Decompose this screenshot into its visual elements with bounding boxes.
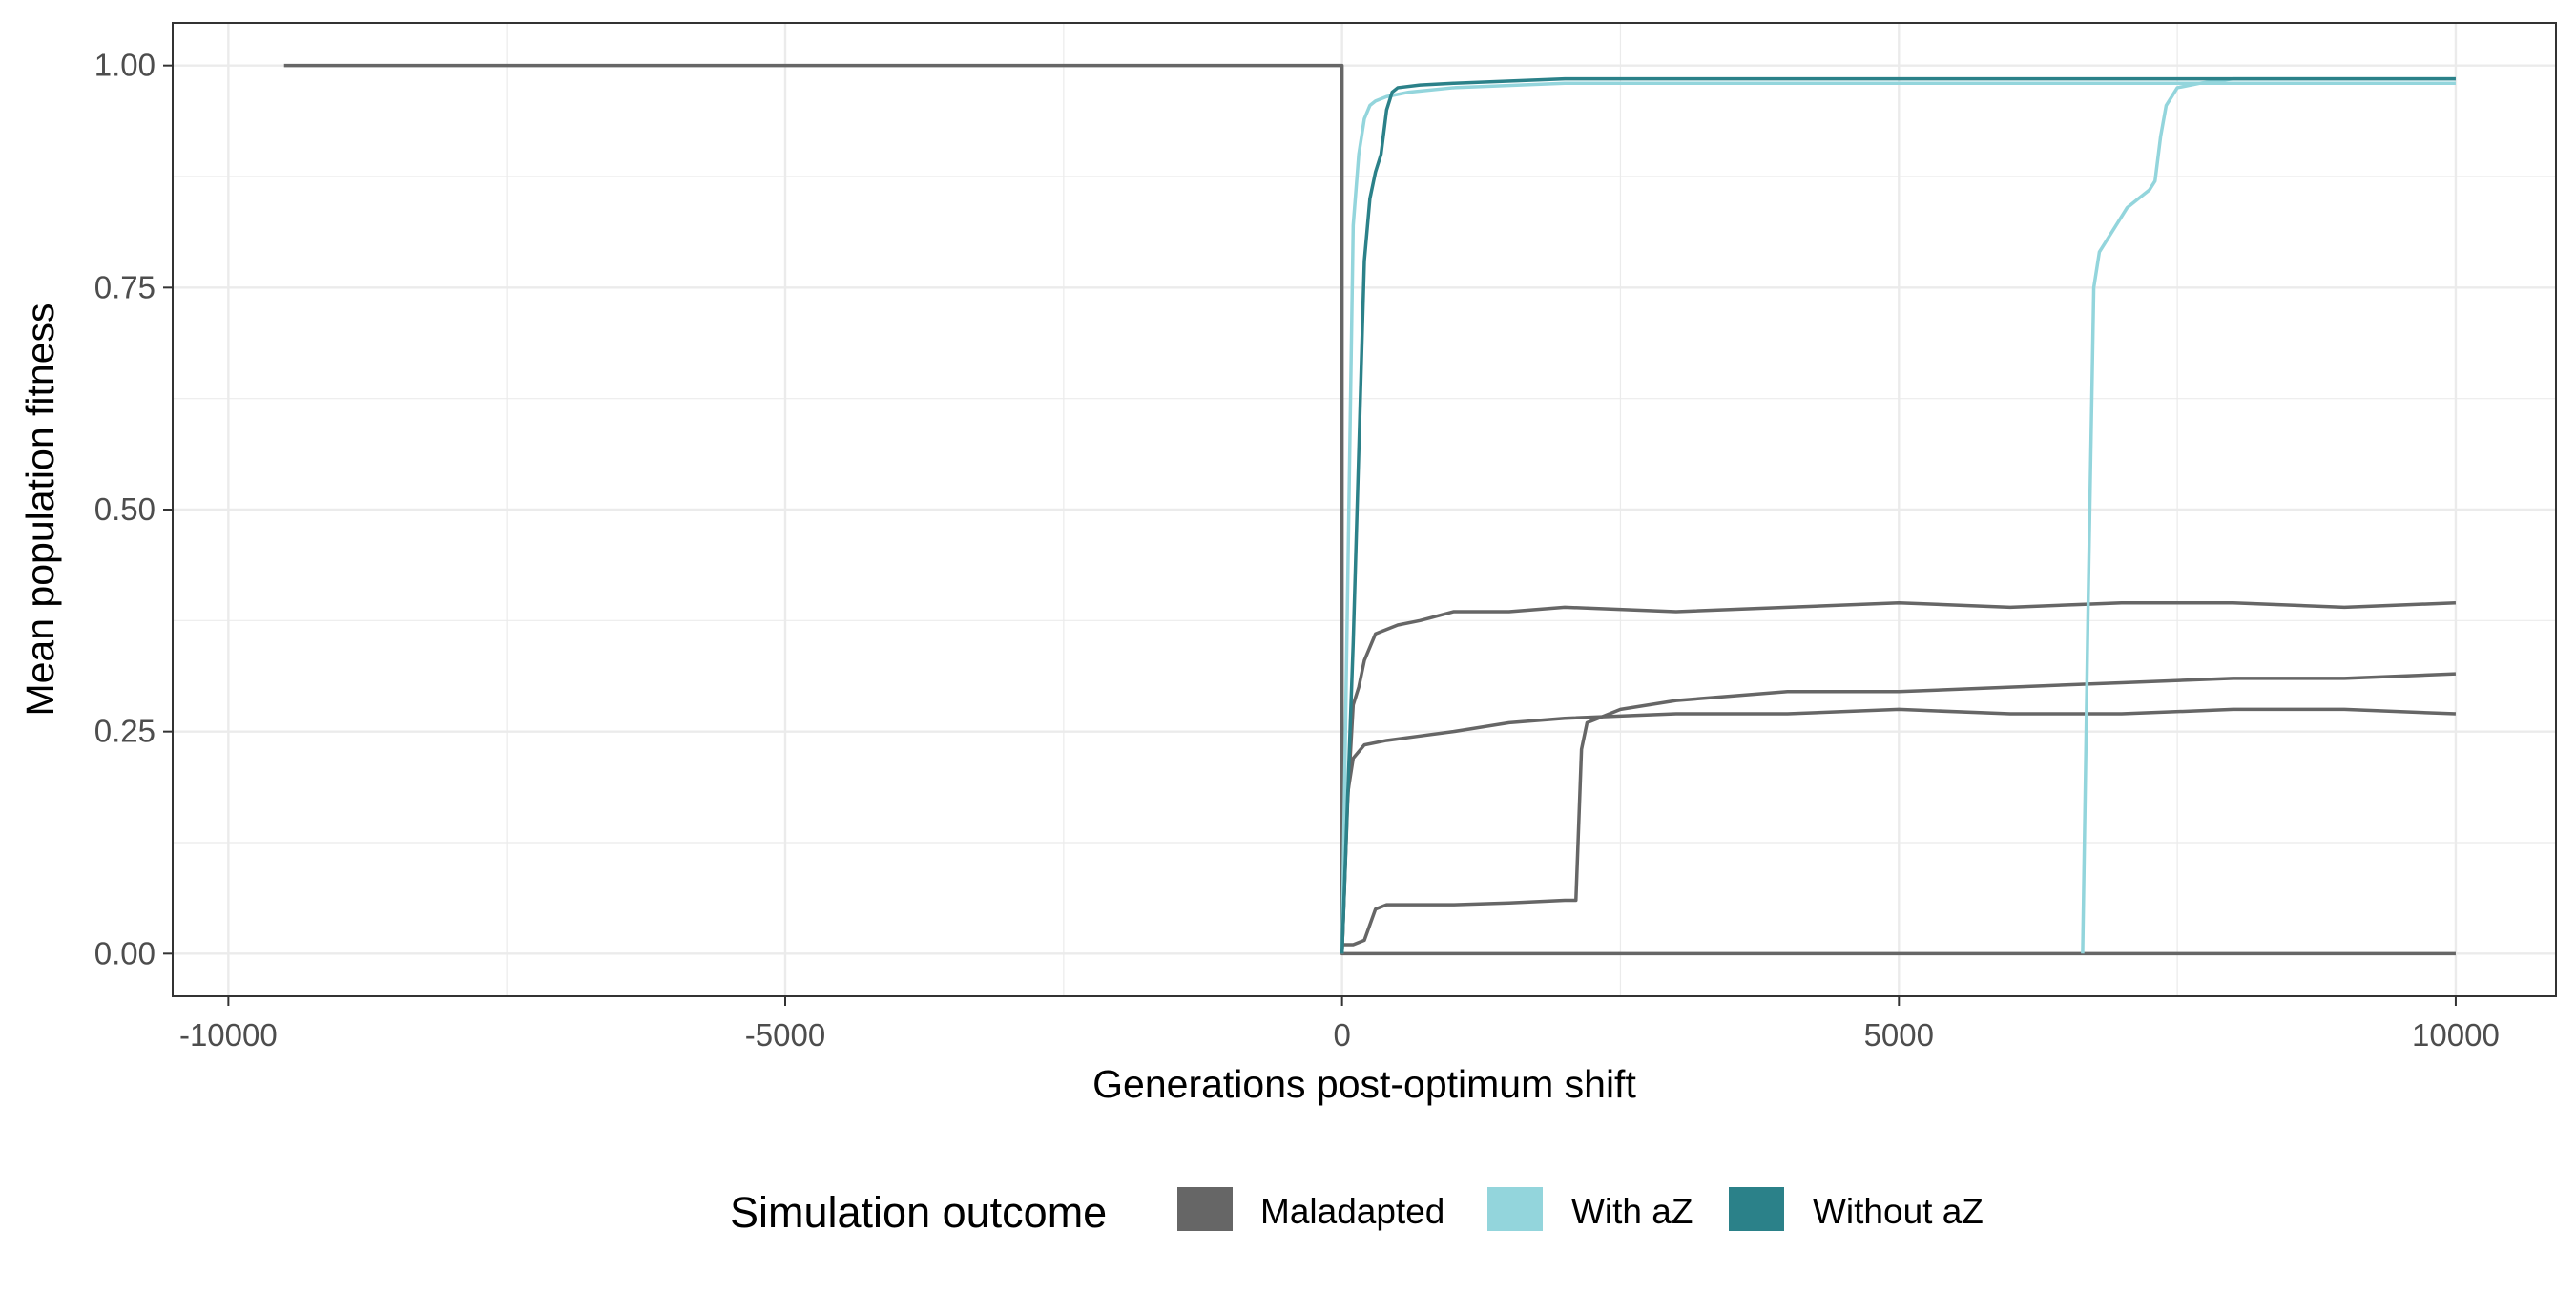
y-tick-label: 0.75	[94, 269, 156, 304]
x-tick-label: -5000	[745, 1017, 825, 1053]
y-axis-title: Mean population fitness	[18, 302, 62, 716]
x-axis: -10000 -5000 0 5000 10000	[179, 996, 2500, 1053]
series-lines	[283, 63, 2457, 956]
series-line-maladapted	[1340, 600, 2457, 954]
series-line-without-az	[1340, 76, 2456, 954]
legend-label-with-az: With aZ	[1571, 1192, 1693, 1231]
legend-title: Simulation outcome	[730, 1188, 1107, 1237]
legend-label-without-az: Without aZ	[1813, 1192, 1984, 1231]
y-tick-label: 1.00	[94, 48, 156, 83]
y-tick-label: 0.50	[94, 491, 156, 527]
legend-swatch-maladapted	[1177, 1187, 1233, 1231]
y-tick-label: 0.00	[94, 935, 156, 970]
x-tick-label: 0	[1333, 1017, 1350, 1053]
x-axis-title: Generations post-optimum shift	[1092, 1062, 1636, 1106]
series-line-with-az	[2081, 76, 2456, 954]
legend-item-maladapted: Maladapted	[1177, 1187, 1444, 1231]
legend-swatch-with-az	[1487, 1187, 1543, 1231]
x-tick-label: 10000	[2412, 1017, 2500, 1053]
series-line-maladapted	[1340, 707, 2457, 954]
legend-item-with-az: With aZ	[1487, 1187, 1693, 1231]
series-line-maladapted	[283, 63, 2456, 956]
legend-item-without-az: Without aZ	[1729, 1187, 1984, 1231]
y-tick-label: 0.25	[94, 714, 156, 749]
y-axis: 0.00 0.25 0.50 0.75 1.00	[94, 48, 173, 970]
x-tick-label: 5000	[1864, 1017, 1934, 1053]
x-tick-label: -10000	[179, 1017, 278, 1053]
legend-label-maladapted: Maladapted	[1260, 1192, 1444, 1231]
legend: Simulation outcome Maladapted With aZ Wi…	[730, 1187, 1984, 1237]
series-line-with-az	[1340, 81, 2456, 954]
series-line-maladapted	[1341, 672, 2457, 947]
legend-swatch-without-az	[1729, 1187, 1784, 1231]
